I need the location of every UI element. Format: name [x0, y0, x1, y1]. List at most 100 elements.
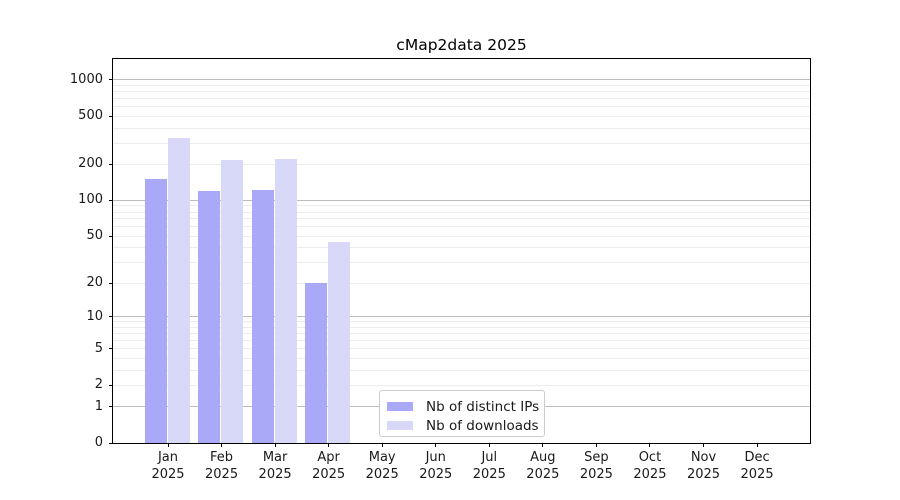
x-tick-year: 2025: [579, 466, 613, 482]
minor-gridline: [113, 262, 810, 264]
x-tick-year: 2025: [205, 466, 239, 482]
x-tick-mark: [595, 443, 597, 447]
x-tick-label: Mar 2025: [245, 450, 305, 483]
bar-nb-of-distinct-ips: [198, 191, 221, 443]
x-tick-year: 2025: [740, 466, 774, 482]
legend-item-distinct-ips: Nb of distinct IPs: [387, 397, 540, 416]
legend-label-distinct-ips: Nb of distinct IPs: [426, 398, 540, 415]
y-tick-label: 10: [86, 308, 103, 324]
x-tick-year: 2025: [419, 466, 453, 482]
minor-gridline: [113, 340, 810, 342]
minor-gridline: [113, 333, 810, 335]
y-tick-mark: [109, 163, 113, 165]
minor-gridline: [113, 106, 810, 108]
minor-gridline: [113, 115, 810, 117]
x-tick-year: 2025: [258, 466, 292, 482]
legend: Nb of distinct IPs Nb of downloads: [379, 390, 545, 437]
x-tick-label: Jun 2025: [406, 450, 466, 483]
x-tick-month: Jan: [157, 450, 179, 465]
y-tick-label: 1000: [69, 71, 103, 87]
x-tick-year: 2025: [526, 466, 560, 482]
y-tick-label: 1: [94, 398, 103, 414]
major-gridline: [113, 79, 810, 81]
minor-gridline: [113, 91, 810, 93]
minor-gridline: [113, 235, 810, 237]
y-tick-label: 500: [78, 108, 103, 124]
x-tick-label: Oct 2025: [620, 450, 680, 483]
y-tick-mark: [109, 282, 113, 284]
x-tick-month: May: [368, 450, 396, 465]
y-tick-label: 50: [86, 228, 103, 244]
legend-swatch-downloads-icon: [387, 421, 413, 430]
x-tick-month: Oct: [638, 450, 662, 465]
minor-gridline: [113, 205, 810, 207]
x-tick-month: Mar: [262, 450, 288, 465]
bar-nb-of-distinct-ips: [251, 190, 274, 443]
x-tick-mark: [167, 443, 169, 447]
x-tick-mark: [435, 443, 437, 447]
bar-nb-of-downloads: [274, 158, 297, 443]
minor-gridline: [113, 218, 810, 220]
minor-gridline: [113, 163, 810, 165]
minor-gridline: [113, 127, 810, 129]
minor-gridline: [113, 142, 810, 144]
minor-gridline: [113, 282, 810, 284]
x-tick-label: Aug 2025: [513, 450, 573, 483]
y-tick-label: 100: [78, 192, 103, 208]
x-tick-label: Jul 2025: [459, 450, 519, 483]
y-tick-mark: [109, 199, 113, 201]
plot-area: 0 1 2 5 10 20 50 100 200 500 1000 Jan 2025 Feb 2025 Ma…: [70, 58, 811, 482]
legend-swatch-distinct-ips-icon: [387, 402, 413, 411]
minor-gridline: [113, 98, 810, 100]
x-tick-year: 2025: [151, 466, 185, 482]
x-tick-month: Nov: [690, 450, 717, 465]
x-tick-month: Apr: [317, 450, 340, 465]
bar-nb-of-downloads: [221, 159, 244, 443]
bar-nb-of-distinct-ips: [144, 179, 167, 443]
x-tick-mark: [381, 443, 383, 447]
x-tick-month: Dec: [744, 450, 770, 465]
x-tick-label: Feb 2025: [192, 450, 252, 483]
minor-gridline: [113, 247, 810, 249]
bar-nb-of-downloads: [167, 138, 190, 443]
x-tick-label: Nov 2025: [674, 450, 734, 483]
x-tick-mark: [703, 443, 704, 447]
minor-gridline: [113, 84, 810, 86]
x-tick-label: Sep 2025: [566, 450, 626, 483]
x-tick-mark: [221, 443, 223, 447]
y-tick-label: 2: [94, 377, 103, 393]
y-tick-mark: [109, 442, 113, 444]
x-tick-month: Jul: [481, 450, 498, 465]
y-tick-label: 200: [78, 156, 103, 172]
x-tick-month: Jun: [425, 450, 446, 465]
minor-gridline: [113, 384, 810, 386]
minor-gridline: [113, 327, 810, 329]
minor-gridline: [113, 357, 810, 359]
y-tick-mark: [109, 406, 113, 408]
bar-nb-of-downloads: [328, 241, 351, 443]
chart-title: cMap2data 2025: [396, 36, 527, 54]
x-tick-label: Apr 2025: [299, 450, 359, 483]
bar-nb-of-distinct-ips: [305, 283, 328, 443]
x-tick-month: Sep: [584, 450, 609, 465]
x-tick-mark: [756, 443, 758, 447]
x-tick-mark: [274, 443, 276, 447]
x-tick-year: 2025: [472, 466, 506, 482]
x-tick-month: Feb: [210, 450, 234, 465]
x-tick-year: 2025: [686, 466, 721, 482]
minor-gridline: [113, 211, 810, 213]
minor-gridline: [113, 348, 810, 350]
legend-item-downloads: Nb of downloads: [387, 416, 539, 435]
x-tick-mark: [542, 443, 544, 447]
x-tick-label: Dec 2025: [727, 450, 787, 483]
x-tick-label: Jan 2025: [138, 450, 198, 483]
minor-gridline: [113, 369, 810, 371]
major-gridline: [113, 199, 810, 201]
major-gridline: [113, 316, 810, 318]
y-tick-mark: [109, 79, 113, 81]
minor-gridline: [113, 226, 810, 228]
minor-gridline: [113, 321, 810, 323]
x-tick-label: May 2025: [352, 450, 412, 483]
y-tick-mark: [109, 115, 113, 117]
